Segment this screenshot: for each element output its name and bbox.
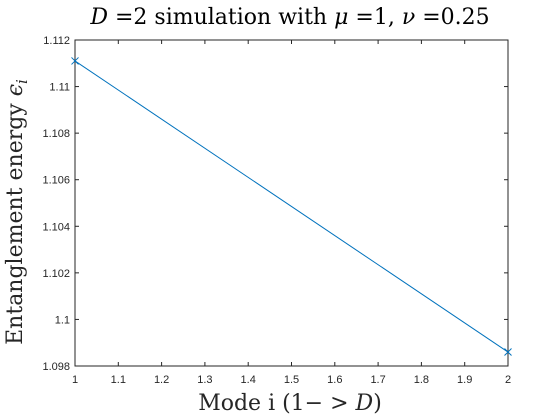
y-axis-label: Entanglement energy ϵi — [3, 79, 31, 345]
y-tick-label: 1.102 — [42, 268, 70, 280]
data-point — [504, 348, 512, 356]
series-line — [74, 60, 509, 353]
x-tick-label: 1.3 — [197, 374, 212, 386]
data-point — [71, 57, 79, 65]
x-tick-label: 1.5 — [284, 374, 299, 386]
y-axis-ticks: 1.098 1.1 1.102 1.104 1.106 1.108 1.11 1.112 — [42, 35, 508, 373]
x-tick-label: 1 — [72, 374, 78, 386]
x-tick-label: 1.1 — [111, 374, 126, 386]
x-axis-label: Mode i (1− > D) — [198, 391, 382, 416]
y-tick-label: 1.104 — [42, 221, 70, 233]
y-tick-label: 1.106 — [42, 175, 70, 187]
x-tick-label: 2 — [505, 374, 511, 386]
y-tick-label: 1.112 — [43, 35, 70, 47]
x-tick-label: 1.6 — [327, 374, 342, 386]
x-tick-label: 1.2 — [154, 374, 169, 386]
x-tick-label: 1.8 — [414, 374, 429, 386]
chart-title: D =2 simulation with μ =1, ν =0.25 — [89, 5, 489, 30]
x-tick-label: 1.4 — [241, 374, 256, 386]
y-tick-label: 1.11 — [49, 82, 70, 94]
x-tick-label: 1.7 — [370, 374, 385, 386]
y-tick-label: 1.098 — [42, 361, 70, 373]
plot-area — [74, 39, 509, 367]
x-tick-label: 1.9 — [457, 374, 472, 386]
y-tick-label: 1.1 — [55, 314, 70, 326]
x-axis-ticks: 1 1.1 1.2 1.3 1.4 1.5 1.6 1.7 1.8 1.9 2 — [72, 40, 511, 386]
series-layer — [71, 57, 512, 356]
y-tick-label: 1.108 — [42, 128, 70, 140]
